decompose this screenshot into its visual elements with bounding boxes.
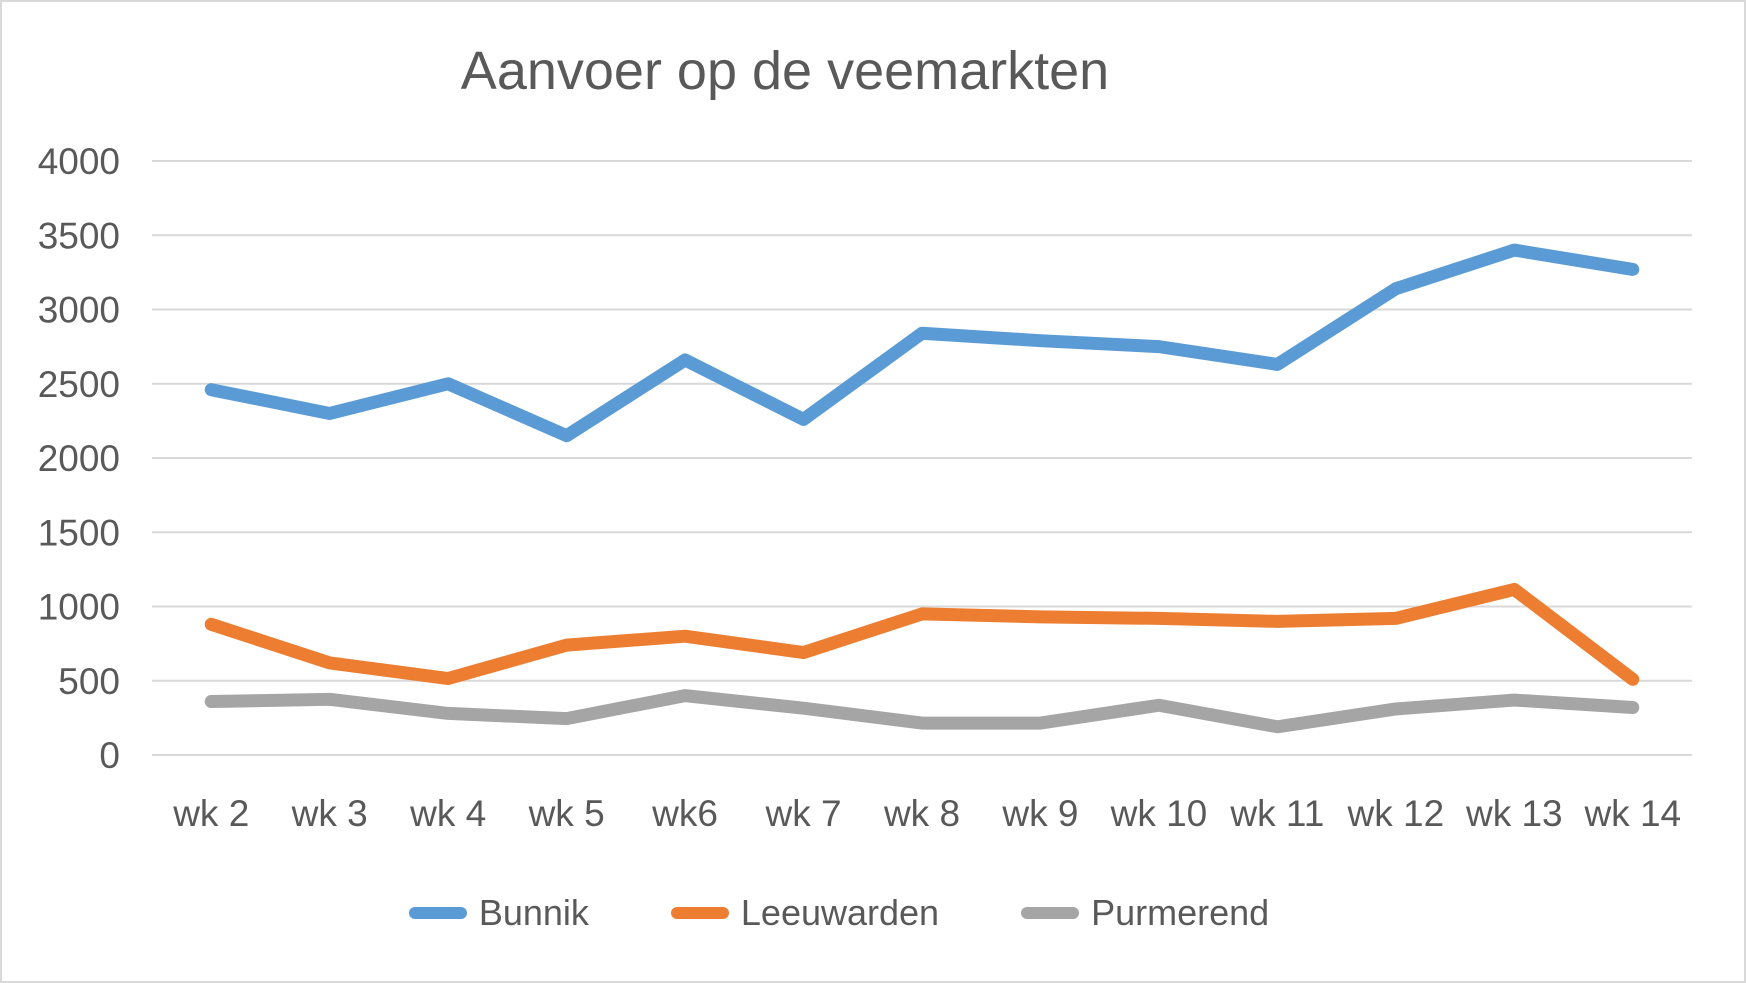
y-tick-label: 500 xyxy=(58,661,120,702)
x-tick-label: wk 8 xyxy=(883,793,960,834)
x-tick-label: wk 10 xyxy=(1110,793,1208,834)
x-tick-label: wk 7 xyxy=(764,793,841,834)
legend-item-bunnik: Bunnik xyxy=(408,892,589,934)
x-tick-label: wk 9 xyxy=(1001,793,1078,834)
series-line-leeuwarden xyxy=(204,582,1640,686)
legend: Bunnik Leeuwarden Purmerend xyxy=(2,892,1710,934)
y-tick-label: 3000 xyxy=(38,290,120,331)
legend-item-purmerend: Purmerend xyxy=(1021,892,1269,934)
chart-title: Aanvoer op de veemarkten xyxy=(460,41,1110,101)
series-line-purmerend xyxy=(204,689,1640,734)
y-tick-label: 3500 xyxy=(38,215,120,256)
legend-swatch-leeuwarden xyxy=(670,907,729,919)
y-tick-label: 4000 xyxy=(38,141,120,182)
y-tick-label: 1000 xyxy=(38,587,120,628)
legend-item-leeuwarden: Leeuwarden xyxy=(670,892,940,934)
legend-label-purmerend: Purmerend xyxy=(1091,892,1270,933)
y-tick-label: 0 xyxy=(99,735,120,776)
series-line-bunnik xyxy=(204,243,1640,443)
x-tick-label: wk 3 xyxy=(291,793,368,834)
x-tick-label: wk 11 xyxy=(1229,793,1324,834)
y-tick-label: 1500 xyxy=(38,512,120,553)
legend-swatch-purmerend xyxy=(1021,907,1080,919)
legend-label-leeuwarden: Leeuwarden xyxy=(740,892,940,933)
x-tick-label: wk6 xyxy=(651,793,718,834)
legend-swatch-bunnik xyxy=(408,907,467,919)
x-tick-label: wk 12 xyxy=(1347,793,1445,834)
legend-label-bunnik: Bunnik xyxy=(478,892,589,933)
x-tick-label: wk 14 xyxy=(1583,793,1681,834)
x-tick-label: wk 2 xyxy=(172,793,249,834)
y-tick-label: 2000 xyxy=(38,438,120,479)
x-tick-label: wk 13 xyxy=(1465,793,1563,834)
x-tick-label: wk 4 xyxy=(409,793,486,834)
y-tick-label: 2500 xyxy=(38,364,120,405)
x-tick-label: wk 5 xyxy=(528,793,605,834)
